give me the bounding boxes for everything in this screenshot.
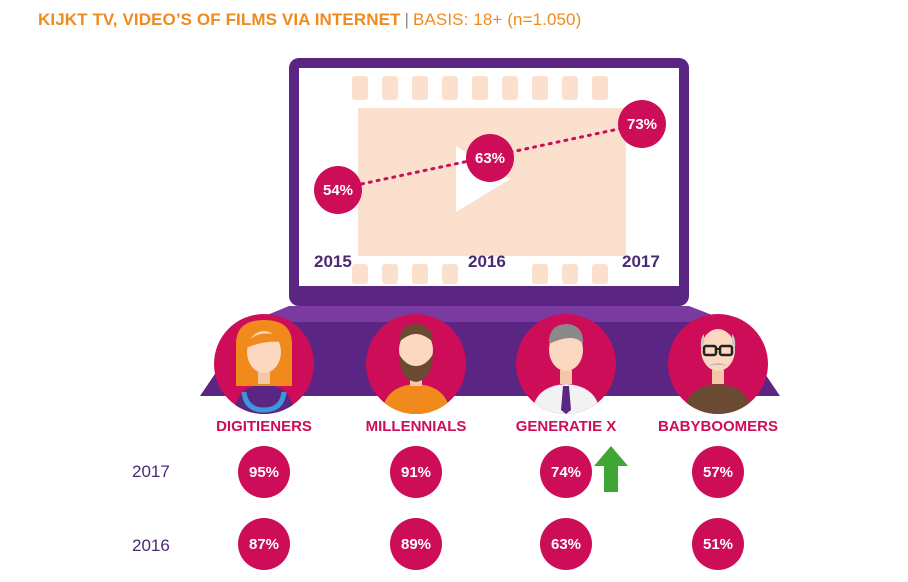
trend-point-2016: 63% (466, 134, 514, 182)
category-generatie-x: GENERATIE X (515, 418, 617, 435)
value-2017-babyboomers: 57% (692, 446, 744, 498)
title-basis: BASIS: 18+ (n=1.050) (413, 10, 582, 29)
category-digitieners: DIGITIENERS (216, 418, 312, 435)
chart-title: KIJKT TV, VIDEO’S OF FILMS VIA INTERNET |… (38, 10, 581, 30)
generatie-x-avatar-icon (516, 314, 616, 414)
laptop-keyboard-base (200, 322, 780, 396)
value-2016-generatie-x: 63% (540, 518, 592, 570)
value-2016-millennials: 89% (390, 518, 442, 570)
value-2017-digitieners: 95% (238, 446, 290, 498)
up-arrow-icon (594, 446, 628, 492)
row-label-2016: 2016 (132, 536, 170, 555)
row-label-2017: 2017 (132, 462, 170, 481)
x-tick-2015: 2015 (314, 252, 352, 271)
value-2017-millennials: 91% (390, 446, 442, 498)
title-separator: | (404, 10, 410, 29)
title-main: KIJKT TV, VIDEO’S OF FILMS VIA INTERNET (38, 10, 401, 29)
x-tick-2016: 2016 (468, 252, 506, 271)
millennials-avatar-icon (366, 314, 466, 414)
trend-point-2017: 73% (618, 100, 666, 148)
x-tick-2017: 2017 (622, 252, 660, 271)
value-2017-generatie-x: 74% (540, 446, 592, 498)
film-strip-icon (352, 76, 626, 284)
trend-point-2015: 54% (314, 166, 362, 214)
laptop-hinge (250, 306, 730, 322)
digitieners-avatar-icon (214, 314, 314, 414)
category-millennials: MILLENNIALS (365, 418, 467, 435)
category-babyboomers: BABYBOOMERS (657, 418, 778, 435)
value-2016-babyboomers: 51% (692, 518, 744, 570)
value-2016-digitieners: 87% (238, 518, 290, 570)
babyboomers-avatar-icon (668, 314, 768, 414)
